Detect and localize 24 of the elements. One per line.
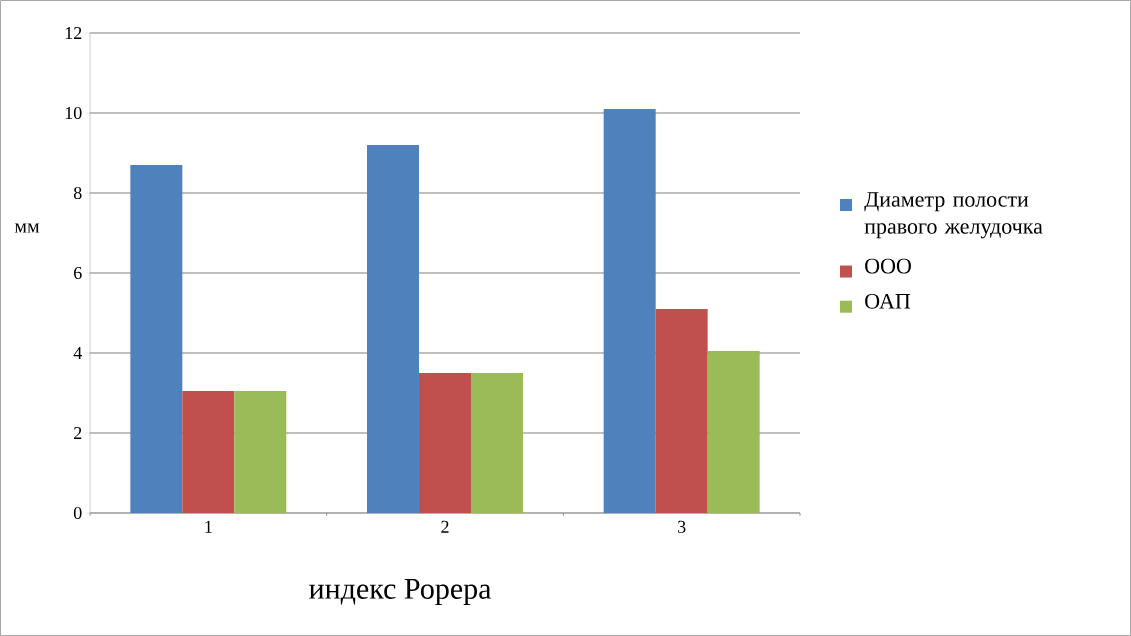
- bar: [471, 372, 524, 513]
- bar: [367, 144, 420, 513]
- legend-label: ООО: [865, 258, 911, 274]
- y-tick-label: 10: [65, 106, 82, 120]
- y-tick-label: 8: [73, 186, 82, 200]
- y-tick-label: 12: [65, 27, 82, 39]
- bar: [182, 390, 235, 513]
- bar: [655, 308, 708, 513]
- bar: [234, 390, 287, 513]
- x-tick-label: 2: [441, 520, 449, 533]
- x-tick-label: 1: [205, 520, 212, 533]
- bar: [707, 350, 760, 513]
- y-axis-title: мм: [14, 223, 40, 233]
- legend-label: ОАП: [865, 293, 911, 309]
- x-tick-label: 3: [678, 520, 686, 533]
- bar: [419, 372, 472, 513]
- y-tick-label: 6: [74, 266, 82, 280]
- bar: [130, 164, 183, 513]
- y-tick-label: 4: [73, 347, 82, 359]
- y-tick-label: 2: [74, 427, 82, 439]
- y-tick-label: 0: [73, 506, 82, 520]
- x-axis-title: индекс Рорера: [309, 578, 492, 605]
- legend-label: Диаметр полости правого желудочка: [864, 192, 1043, 239]
- bar: [603, 108, 656, 513]
